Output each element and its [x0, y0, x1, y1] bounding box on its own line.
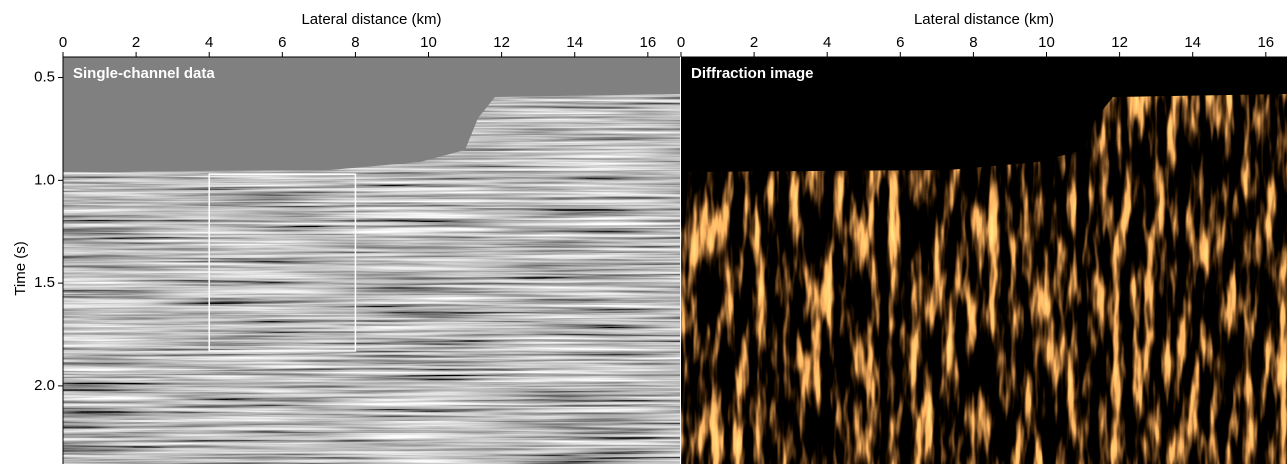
panel-title: Single-channel data [73, 65, 215, 82]
x-tick-label: 4 [205, 34, 213, 51]
y-tick-label: 1.5 [34, 274, 55, 291]
y-tick-label: 1.0 [34, 171, 55, 188]
x-tick-label: 8 [351, 34, 359, 51]
x-tick-label: 6 [278, 34, 286, 51]
x-tick-label: 10 [1038, 34, 1055, 51]
x-tick-label: 14 [1184, 34, 1201, 51]
x-tick-label: 4 [823, 34, 831, 51]
annotation-box [208, 173, 357, 352]
x-axis-title: Lateral distance (km) [301, 11, 441, 28]
x-tick-label: 12 [493, 34, 510, 51]
y-axis-title: Time (s) [12, 241, 29, 295]
panel-title: Diffraction image [691, 65, 814, 82]
x-tick-label: 8 [969, 34, 977, 51]
x-tick-label: 16 [639, 34, 656, 51]
x-tick-label: 2 [750, 34, 758, 51]
x-tick-label: 12 [1111, 34, 1128, 51]
y-tick-label: 0.5 [34, 69, 55, 86]
x-tick-label: 6 [896, 34, 904, 51]
x-tick-label: 16 [1257, 34, 1274, 51]
x-tick-label: 2 [132, 34, 140, 51]
x-tick-label: 14 [566, 34, 583, 51]
x-axis-title: Lateral distance (km) [914, 11, 1054, 28]
x-tick-label: 10 [420, 34, 437, 51]
x-tick-label: 0 [59, 34, 67, 51]
x-tick-label: 0 [677, 34, 685, 51]
y-tick-label: 2.0 [34, 377, 55, 394]
